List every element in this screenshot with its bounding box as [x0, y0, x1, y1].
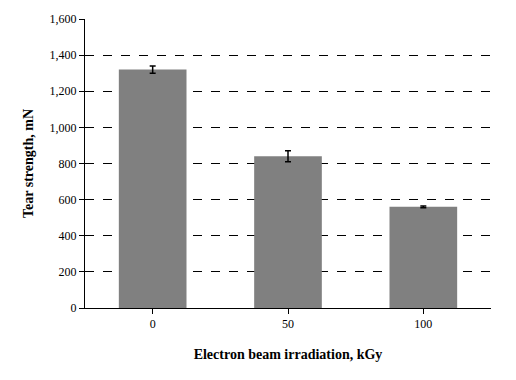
svg-text:800: 800: [59, 157, 77, 171]
svg-text:1,000: 1,000: [50, 121, 77, 135]
svg-text:600: 600: [59, 193, 77, 207]
svg-text:Electron beam irradiation, kGy: Electron beam irradiation, kGy: [194, 347, 383, 362]
svg-text:0: 0: [150, 317, 156, 331]
svg-text:1,600: 1,600: [50, 12, 77, 26]
svg-text:1,200: 1,200: [50, 84, 77, 98]
svg-text:0: 0: [71, 301, 77, 315]
svg-text:1,400: 1,400: [50, 48, 77, 62]
svg-text:100: 100: [414, 317, 432, 331]
svg-text:50: 50: [282, 317, 294, 331]
svg-text:200: 200: [59, 265, 77, 279]
svg-text:Tear strength, mN: Tear strength, mN: [21, 109, 36, 218]
svg-text:400: 400: [59, 229, 77, 243]
